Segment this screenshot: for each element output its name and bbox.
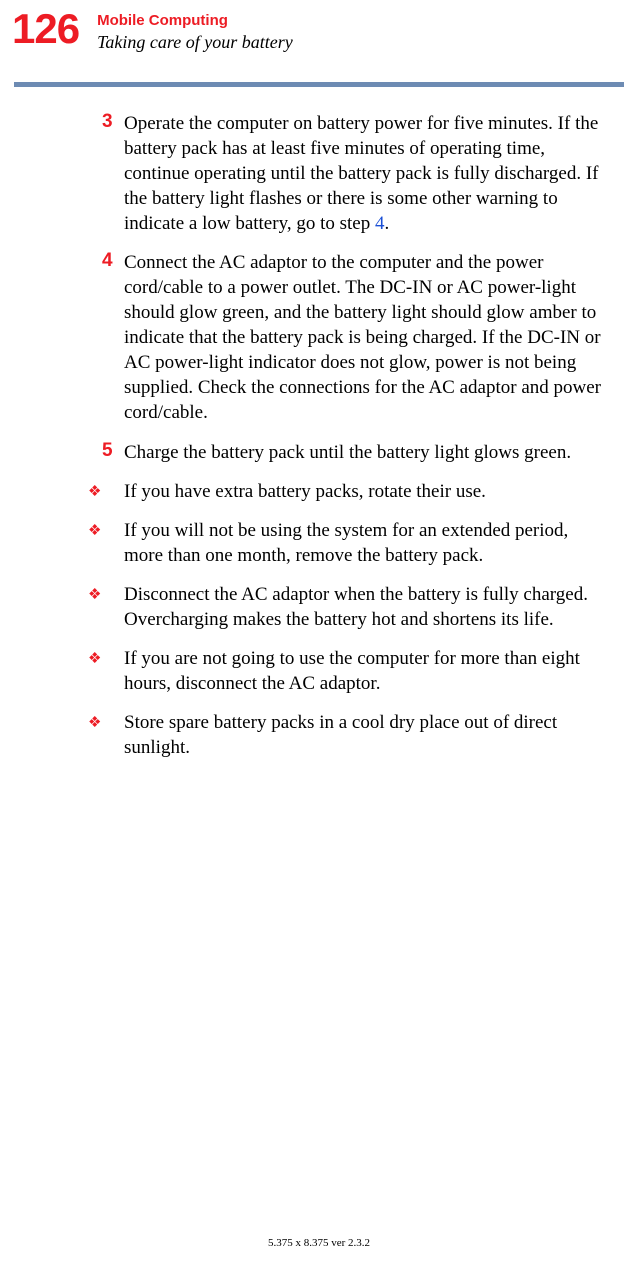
page-header: 126 Mobile Computing Taking care of your… [0, 0, 638, 54]
step-text: Operate the computer on battery power fo… [124, 111, 606, 236]
bullet-item: ❖ If you are not going to use the comput… [88, 646, 606, 696]
bullet-text: If you are not going to use the computer… [124, 646, 606, 696]
step-item: 3 Operate the computer on battery power … [88, 111, 606, 236]
diamond-bullet-icon: ❖ [88, 518, 124, 568]
section-title: Taking care of your battery [97, 32, 293, 54]
bullet-item: ❖ Disconnect the AC adaptor when the bat… [88, 582, 606, 632]
diamond-bullet-icon: ❖ [88, 646, 124, 696]
step-number: 5 [88, 440, 124, 465]
bullet-item: ❖ If you have extra battery packs, rotat… [88, 479, 606, 504]
diamond-bullet-icon: ❖ [88, 479, 124, 504]
step-number: 3 [88, 111, 124, 236]
bullet-item: ❖ If you will not be using the system fo… [88, 518, 606, 568]
bullet-item: ❖ Store spare battery packs in a cool dr… [88, 710, 606, 760]
bullet-text: If you will not be using the system for … [124, 518, 606, 568]
step-item: 4 Connect the AC adaptor to the computer… [88, 250, 606, 426]
bullet-text: Disconnect the AC adaptor when the batte… [124, 582, 606, 632]
page-footer: 5.375 x 8.375 ver 2.3.2 [0, 1237, 638, 1249]
step-text-before: Operate the computer on battery power fo… [124, 113, 599, 234]
step-text-after: . [384, 213, 389, 234]
page-number: 126 [12, 8, 79, 50]
page-content: 3 Operate the computer on battery power … [0, 87, 638, 761]
diamond-bullet-icon: ❖ [88, 582, 124, 632]
step-item: 5 Charge the battery pack until the batt… [88, 440, 606, 465]
chapter-title: Mobile Computing [97, 12, 293, 30]
step-text: Connect the AC adaptor to the computer a… [124, 250, 606, 426]
diamond-bullet-icon: ❖ [88, 710, 124, 760]
header-text-block: Mobile Computing Taking care of your bat… [97, 8, 293, 54]
step-text: Charge the battery pack until the batter… [124, 440, 571, 465]
bullet-text: If you have extra battery packs, rotate … [124, 479, 486, 504]
bullet-text: Store spare battery packs in a cool dry … [124, 710, 606, 760]
step-number: 4 [88, 250, 124, 426]
